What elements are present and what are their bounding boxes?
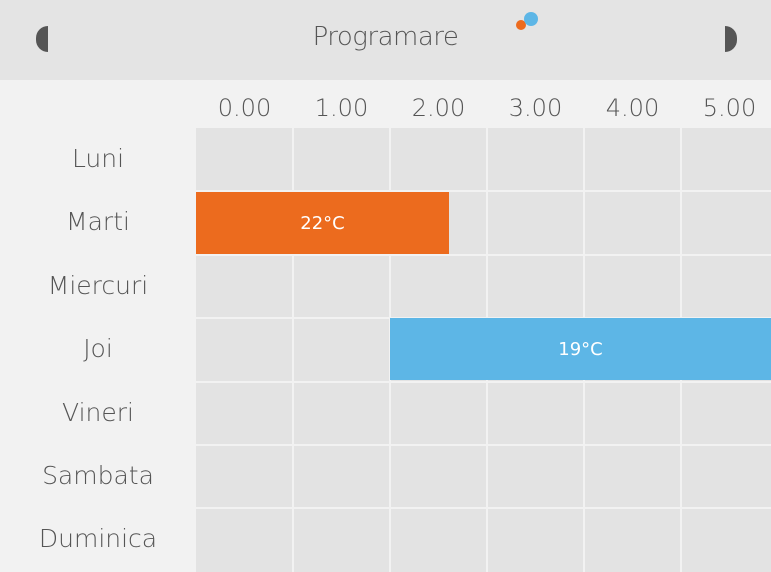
day-label: Joi bbox=[83, 334, 113, 364]
blue-dot bbox=[524, 12, 538, 26]
time-label: 4.00 bbox=[605, 94, 660, 122]
day-label: Marti bbox=[66, 207, 130, 237]
header-title: Programare bbox=[312, 22, 459, 52]
schedule-block[interactable]: 19°C bbox=[390, 318, 771, 380]
time-label: 1.00 bbox=[314, 94, 369, 122]
grid-line bbox=[292, 128, 294, 572]
grid-line bbox=[196, 190, 771, 193]
time-label: 5.00 bbox=[702, 94, 757, 122]
next-button[interactable] bbox=[725, 26, 737, 52]
time-label: 0.00 bbox=[217, 94, 272, 122]
orange-dot bbox=[516, 20, 526, 30]
day-label: Sambata bbox=[42, 461, 154, 490]
day-label: Luni bbox=[71, 144, 125, 173]
prev-button[interactable] bbox=[36, 26, 48, 52]
grid-line bbox=[196, 444, 771, 446]
day-label: Duminica bbox=[38, 524, 158, 554]
grid-line bbox=[196, 507, 771, 510]
day-label: Miercuri bbox=[47, 270, 149, 300]
grid-line bbox=[196, 380, 771, 383]
header-bar: Programare bbox=[0, 0, 771, 80]
schedule-block[interactable]: 22°C bbox=[196, 192, 449, 254]
day-label: Vineri bbox=[62, 397, 134, 427]
time-label: 2.00 bbox=[411, 94, 466, 122]
grid-line bbox=[196, 253, 771, 256]
time-label: 3.00 bbox=[508, 94, 563, 122]
